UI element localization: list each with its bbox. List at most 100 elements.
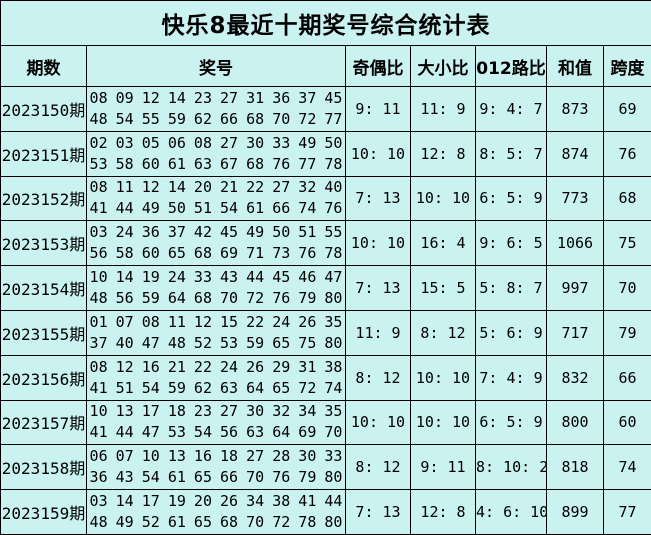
big-small-cell: 11: 9 bbox=[410, 86, 476, 132]
page-title: 快乐8最近十期奖号综合统计表 bbox=[0, 0, 651, 46]
numbers-line-2: 48 56 59 64 68 70 72 76 79 80 bbox=[89, 289, 343, 308]
sum-cell: 832 bbox=[546, 354, 604, 401]
numbers-line-1: 01 07 08 11 12 15 22 24 26 35 bbox=[89, 312, 343, 331]
header-road012: 012路比 bbox=[475, 45, 547, 87]
odd-even-cell: 7: 13 bbox=[345, 489, 411, 535]
table-row: 2023157期 10 13 17 18 23 27 30 32 34 35 4… bbox=[0, 399, 651, 446]
odd-even-cell: 10: 10 bbox=[345, 130, 411, 177]
big-small-cell: 10: 10 bbox=[410, 354, 476, 401]
table-row: 2023156期 08 12 16 21 22 24 26 29 31 38 4… bbox=[0, 354, 651, 401]
period-cell: 2023156期 bbox=[0, 354, 87, 401]
span-cell: 66 bbox=[602, 354, 651, 401]
numbers-line-2: 41 44 49 50 51 54 61 66 74 76 bbox=[89, 199, 343, 218]
header-odd-even: 奇偶比 bbox=[345, 45, 411, 87]
header-row: 期数 奖号 奇偶比 大小比 012路比 和值 跨度 bbox=[0, 45, 651, 87]
numbers-cell: 03 14 17 19 20 26 34 38 41 44 48 49 52 6… bbox=[86, 489, 346, 535]
sum-cell: 800 bbox=[546, 399, 604, 446]
period-cell: 2023158期 bbox=[0, 444, 87, 491]
title-row: 快乐8最近十期奖号综合统计表 bbox=[0, 0, 651, 46]
table-row: 2023150期 08 09 12 14 23 27 31 36 37 45 4… bbox=[0, 86, 651, 132]
numbers-line-1: 06 07 10 13 16 18 27 28 30 33 bbox=[89, 447, 343, 466]
big-small-cell: 9: 11 bbox=[410, 444, 476, 491]
road012-cell: 5: 6: 9 bbox=[475, 309, 547, 356]
odd-even-cell: 7: 13 bbox=[345, 265, 411, 311]
period-cell: 2023152期 bbox=[0, 175, 87, 222]
sum-cell: 773 bbox=[546, 175, 604, 222]
span-cell: 79 bbox=[602, 309, 651, 356]
big-small-cell: 16: 4 bbox=[410, 220, 476, 267]
road012-cell: 7: 4: 9 bbox=[475, 354, 547, 401]
odd-even-cell: 7: 13 bbox=[345, 175, 411, 222]
numbers-cell: 08 09 12 14 23 27 31 36 37 45 48 54 55 5… bbox=[86, 86, 346, 132]
odd-even-cell: 8: 12 bbox=[345, 444, 411, 491]
header-span: 跨度 bbox=[602, 45, 651, 87]
numbers-line-2: 41 44 47 53 54 56 63 64 69 70 bbox=[89, 423, 343, 442]
road012-cell: 8: 5: 7 bbox=[475, 130, 547, 177]
numbers-cell: 03 24 36 37 42 45 49 50 51 55 56 58 60 6… bbox=[86, 220, 346, 267]
sum-cell: 873 bbox=[546, 86, 604, 132]
numbers-line-2: 36 43 54 61 65 66 70 76 79 80 bbox=[89, 468, 343, 487]
odd-even-cell: 9: 11 bbox=[345, 86, 411, 132]
road012-cell: 9: 6: 5 bbox=[475, 220, 547, 267]
table-row: 2023152期 08 11 12 14 20 21 22 27 32 40 4… bbox=[0, 175, 651, 222]
header-big-small: 大小比 bbox=[410, 45, 476, 87]
header-period: 期数 bbox=[0, 45, 87, 87]
table-row: 2023153期 03 24 36 37 42 45 49 50 51 55 5… bbox=[0, 220, 651, 267]
header-sum: 和值 bbox=[546, 45, 604, 87]
span-cell: 60 bbox=[602, 399, 651, 446]
numbers-line-2: 48 54 55 59 62 66 68 70 72 77 bbox=[89, 109, 343, 128]
numbers-cell: 10 14 19 24 33 43 44 45 46 47 48 56 59 6… bbox=[86, 265, 346, 311]
period-cell: 2023150期 bbox=[0, 86, 87, 132]
sum-cell: 997 bbox=[546, 265, 604, 311]
period-cell: 2023157期 bbox=[0, 399, 87, 446]
odd-even-cell: 10: 10 bbox=[345, 399, 411, 446]
table-row: 2023158期 06 07 10 13 16 18 27 28 30 33 3… bbox=[0, 444, 651, 491]
numbers-cell: 10 13 17 18 23 27 30 32 34 35 41 44 47 5… bbox=[86, 399, 346, 446]
road012-cell: 8: 10: 2 bbox=[475, 444, 547, 491]
numbers-line-1: 02 03 05 06 08 27 30 33 49 50 bbox=[89, 133, 343, 152]
numbers-cell: 08 12 16 21 22 24 26 29 31 38 41 51 54 5… bbox=[86, 354, 346, 401]
numbers-line-1: 03 24 36 37 42 45 49 50 51 55 bbox=[89, 223, 343, 242]
header-numbers: 奖号 bbox=[86, 45, 346, 87]
road012-cell: 4: 6: 10 bbox=[475, 489, 547, 535]
sum-cell: 899 bbox=[546, 489, 604, 535]
numbers-line-1: 08 09 12 14 23 27 31 36 37 45 bbox=[89, 88, 343, 107]
big-small-cell: 12: 8 bbox=[410, 130, 476, 177]
period-cell: 2023154期 bbox=[0, 265, 87, 311]
numbers-line-2: 37 40 47 48 52 53 59 65 75 80 bbox=[89, 333, 343, 352]
period-cell: 2023155期 bbox=[0, 309, 87, 356]
numbers-line-1: 08 11 12 14 20 21 22 27 32 40 bbox=[89, 178, 343, 197]
period-cell: 2023159期 bbox=[0, 489, 87, 535]
table-row: 2023155期 01 07 08 11 12 15 22 24 26 35 3… bbox=[0, 309, 651, 356]
sum-cell: 818 bbox=[546, 444, 604, 491]
big-small-cell: 12: 8 bbox=[410, 489, 476, 535]
numbers-cell: 08 11 12 14 20 21 22 27 32 40 41 44 49 5… bbox=[86, 175, 346, 222]
span-cell: 75 bbox=[602, 220, 651, 267]
road012-cell: 5: 8: 7 bbox=[475, 265, 547, 311]
big-small-cell: 10: 10 bbox=[410, 399, 476, 446]
numbers-cell: 06 07 10 13 16 18 27 28 30 33 36 43 54 6… bbox=[86, 444, 346, 491]
road012-cell: 6: 5: 9 bbox=[475, 175, 547, 222]
period-cell: 2023153期 bbox=[0, 220, 87, 267]
big-small-cell: 10: 10 bbox=[410, 175, 476, 222]
period-cell: 2023151期 bbox=[0, 130, 87, 177]
sum-cell: 1066 bbox=[546, 220, 604, 267]
numbers-line-1: 03 14 17 19 20 26 34 38 41 44 bbox=[89, 492, 343, 511]
odd-even-cell: 10: 10 bbox=[345, 220, 411, 267]
sum-cell: 717 bbox=[546, 309, 604, 356]
road012-cell: 6: 5: 9 bbox=[475, 399, 547, 446]
sum-cell: 874 bbox=[546, 130, 604, 177]
numbers-line-2: 53 58 60 61 63 67 68 76 77 78 bbox=[89, 154, 343, 173]
big-small-cell: 15: 5 bbox=[410, 265, 476, 311]
numbers-line-2: 41 51 54 59 62 63 64 65 72 74 bbox=[89, 378, 343, 397]
span-cell: 76 bbox=[602, 130, 651, 177]
table-row: 2023151期 02 03 05 06 08 27 30 33 49 50 5… bbox=[0, 130, 651, 177]
odd-even-cell: 11: 9 bbox=[345, 309, 411, 356]
span-cell: 69 bbox=[602, 86, 651, 132]
numbers-cell: 01 07 08 11 12 15 22 24 26 35 37 40 47 4… bbox=[86, 309, 346, 356]
big-small-cell: 8: 12 bbox=[410, 309, 476, 356]
numbers-line-1: 10 14 19 24 33 43 44 45 46 47 bbox=[89, 268, 343, 287]
span-cell: 68 bbox=[602, 175, 651, 222]
table-row: 2023154期 10 14 19 24 33 43 44 45 46 47 4… bbox=[0, 265, 651, 311]
